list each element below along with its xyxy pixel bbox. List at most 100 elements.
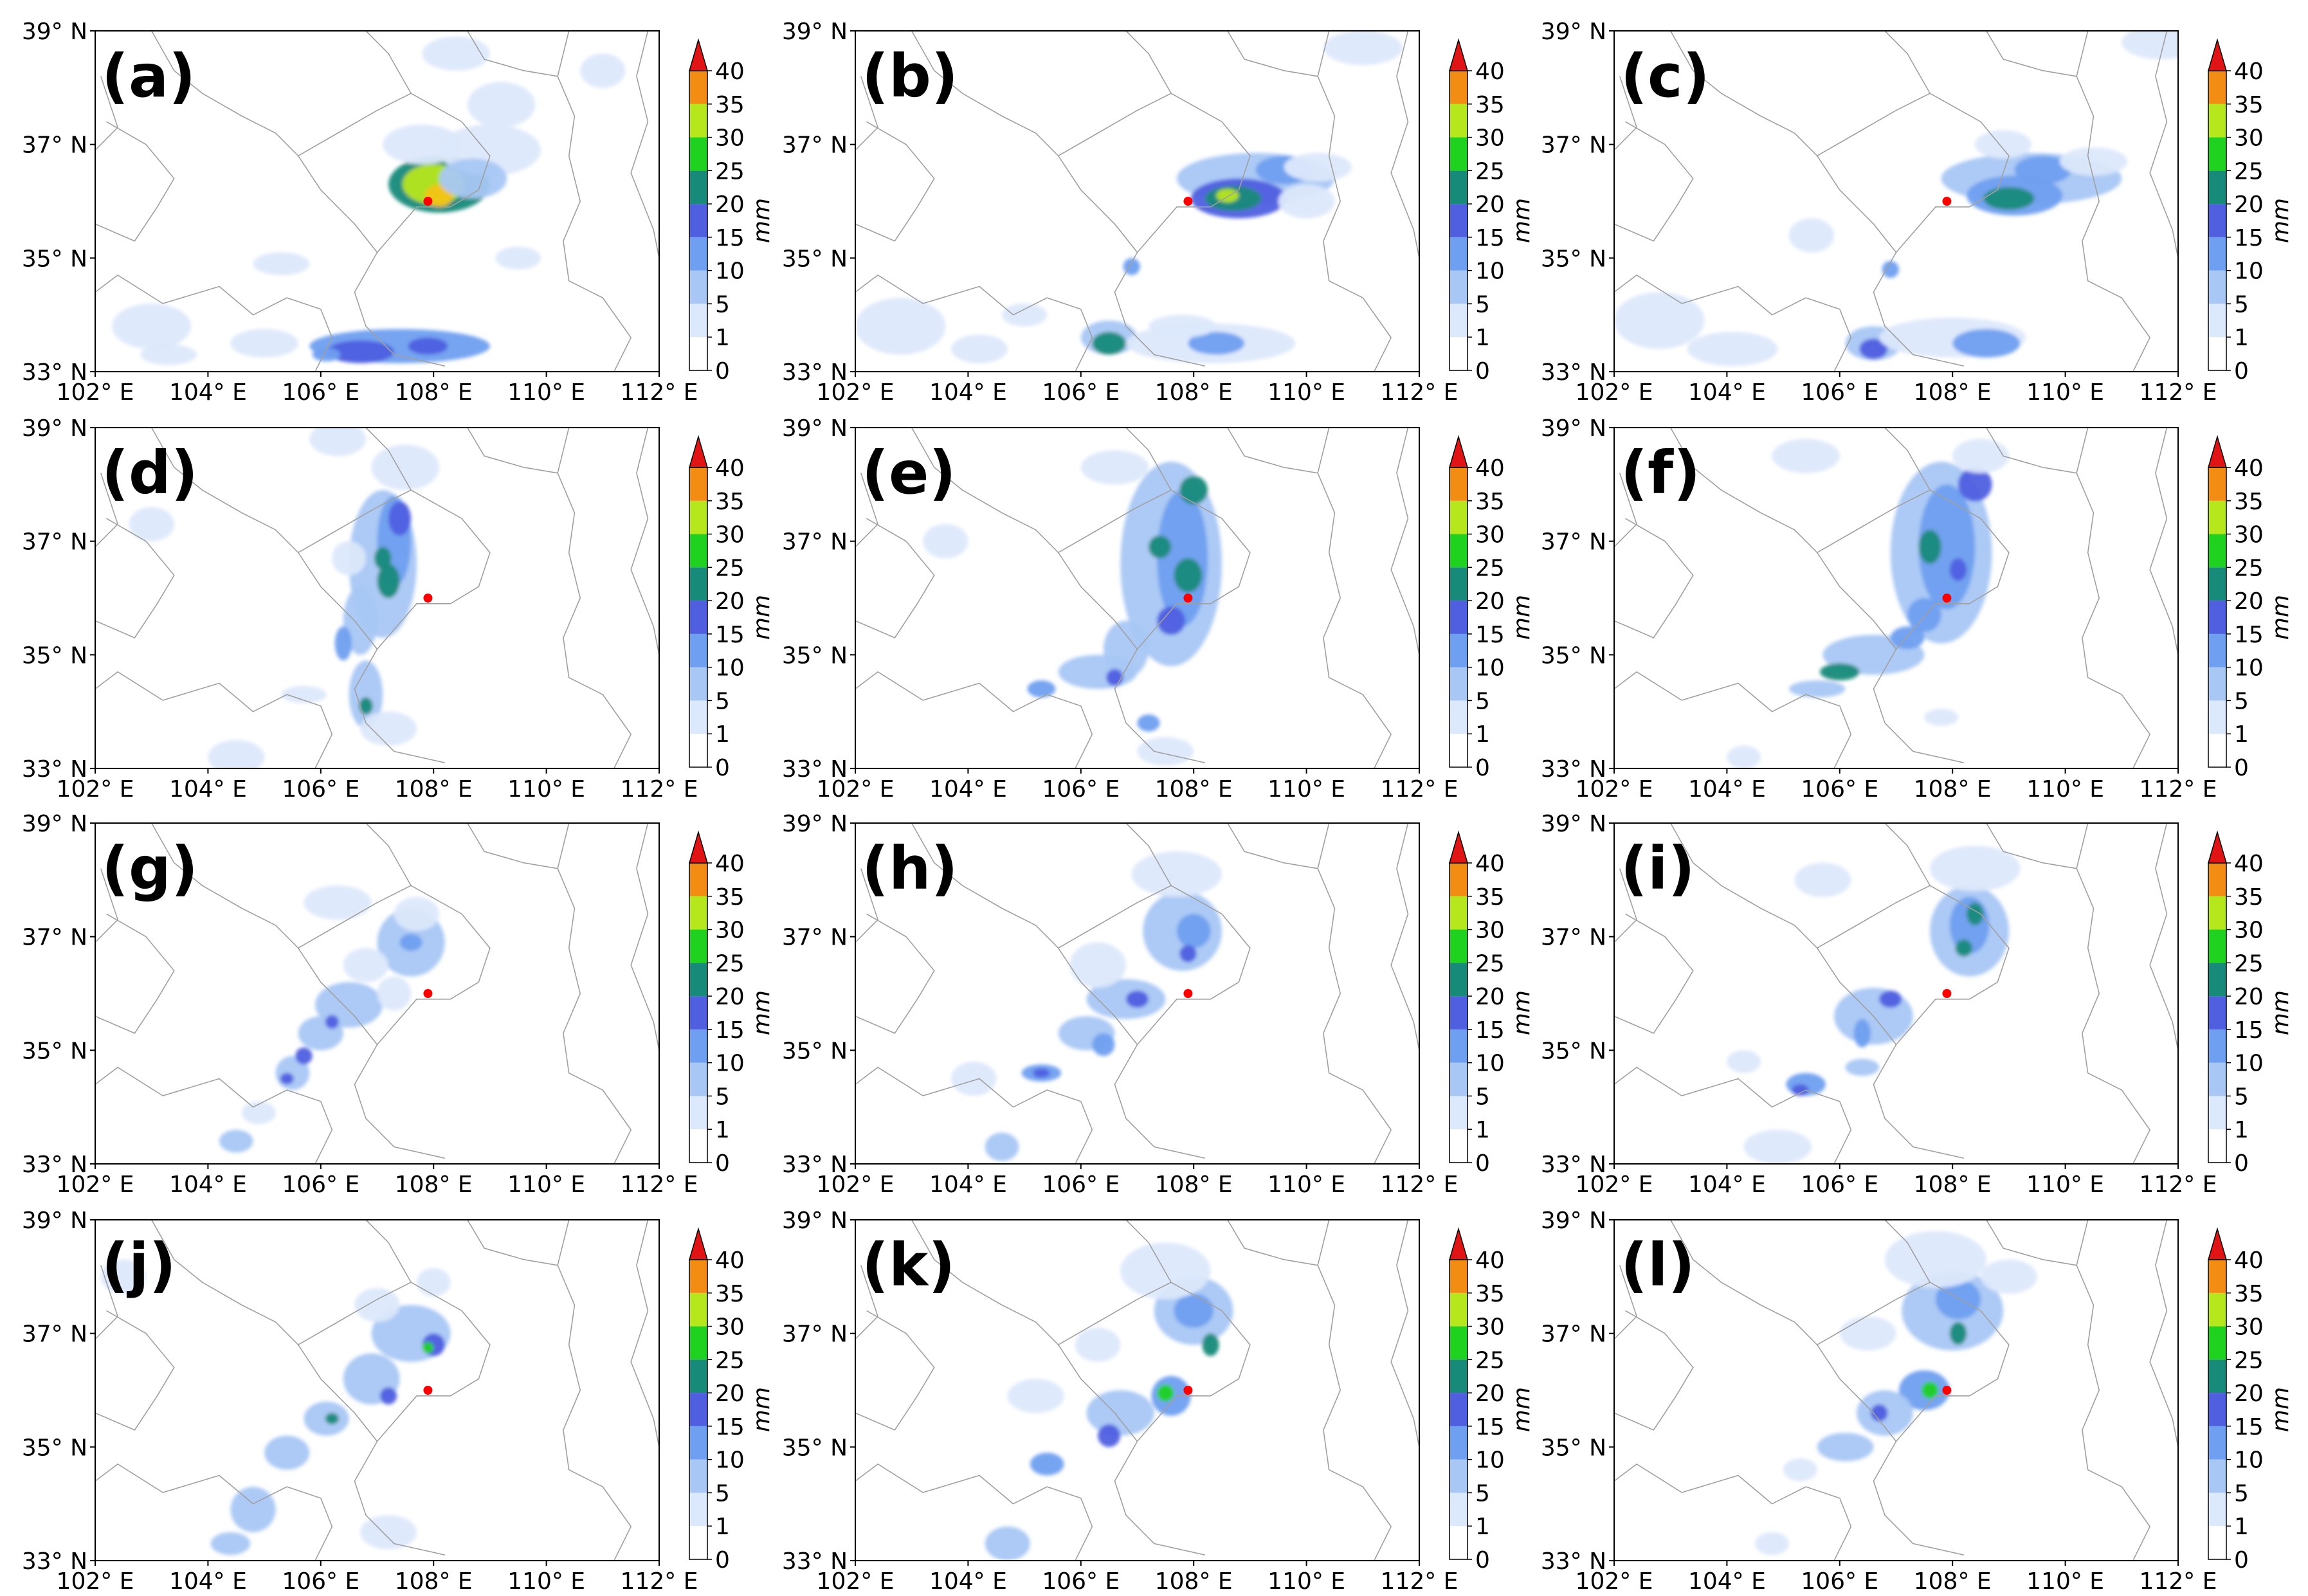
province-boundaries (855, 428, 1419, 768)
province-boundaries (1614, 31, 2178, 372)
boundary-line (376, 1282, 491, 1442)
x-tick-label: 112° E (2140, 379, 2217, 406)
boundary-line (151, 31, 378, 253)
x-tick-label: 106° E (1801, 1568, 1878, 1595)
colorbar-segment (689, 170, 707, 204)
colorbar-tick-label: 20 (715, 1381, 745, 1407)
boundary-line (1227, 823, 1318, 869)
colorbar-tick-label: 5 (1475, 1480, 1490, 1507)
colorbar-unit-label: mm (2267, 990, 2294, 1035)
y-tick-label: 37° N (1541, 1321, 1606, 1348)
colorbar-extend-arrow (1449, 435, 1468, 468)
colorbar-frame (2208, 467, 2227, 768)
rain-cell (1216, 188, 1239, 203)
rain-cell (985, 1132, 1019, 1161)
boundary-line (557, 31, 632, 372)
x-tick-label: 106° E (1042, 776, 1120, 803)
rain-cell (1983, 186, 2035, 210)
rain-cell (312, 347, 341, 362)
colorbar-tick-label: 10 (715, 1051, 745, 1077)
rain-cell (371, 444, 439, 491)
colorbar-tick-label: 20 (1475, 1381, 1505, 1407)
rain-cell (408, 338, 448, 355)
boundary-line (630, 1220, 659, 1447)
colorbar-tick-label: 35 (2234, 884, 2264, 911)
x-tick-label: 108° E (395, 1172, 473, 1198)
station-marker (1942, 1386, 1952, 1395)
precipitation-field (1755, 1231, 2037, 1555)
colorbar-segment (689, 137, 707, 171)
colorbar-tick-label: 1 (715, 325, 730, 351)
boundary-line (298, 1220, 412, 1346)
boundary-line (630, 428, 659, 655)
boundary-line (557, 428, 632, 768)
colorbar-segment (2208, 304, 2226, 338)
boundary-line (95, 671, 333, 768)
colorbar-tick-label: 1 (715, 721, 730, 748)
colorbar-segment (1449, 896, 1467, 930)
colorbar-segment (2208, 1359, 2226, 1393)
boundary-line (95, 1463, 333, 1561)
colorbar-tick-label: 10 (1475, 258, 1505, 285)
rain-cell (360, 1515, 417, 1550)
colorbar-segment (1449, 633, 1467, 667)
y-tick-label: 37° N (782, 132, 848, 159)
x-tick-label: 102° E (1576, 379, 1653, 406)
rain-cell (1918, 530, 1941, 564)
colorbar-tick-label: 15 (1475, 1414, 1505, 1440)
colorbar-segment (1449, 1129, 1467, 1163)
panel-label: (c) (1621, 42, 1710, 111)
rain-cell (951, 1062, 997, 1096)
colorbar-tick-label: 40 (2234, 1247, 2264, 1274)
rain-cell (1614, 292, 1705, 349)
rain-cell (360, 711, 417, 746)
boundary-line (1317, 428, 1392, 768)
rain-cell (416, 1268, 451, 1297)
y-tick-label: 35° N (1541, 1038, 1606, 1064)
map-frame (855, 30, 1420, 372)
colorbar-segment (1449, 700, 1467, 734)
boundary-line (1873, 1044, 1964, 1159)
colorbar-segment (1449, 863, 1467, 896)
x-tick-label: 106° E (282, 379, 359, 406)
colorbar-tick-label: 10 (715, 258, 745, 285)
colorbar-frame (1449, 467, 1468, 768)
x-tick-label: 104° E (929, 776, 1007, 803)
colorbar-segment (1449, 204, 1467, 237)
rain-cell (359, 697, 373, 715)
panel-label: (b) (862, 42, 958, 111)
rain-cell (1176, 914, 1211, 948)
boundary-line (1136, 489, 1251, 650)
x-tick-label: 110° E (2026, 1568, 2104, 1595)
x-tick-label: 104° E (169, 1568, 247, 1595)
x-tick-label: 102° E (57, 1568, 134, 1595)
colorbar-tick-label: 35 (1475, 489, 1505, 515)
colorbar-unit-label: mm (749, 1387, 775, 1432)
colorbar-tick-label: 35 (1475, 92, 1505, 118)
rain-cell (1092, 332, 1126, 355)
colorbar-frame (2208, 862, 2227, 1163)
colorbar-tick-label: 25 (2234, 555, 2264, 581)
rain-cell (1859, 338, 1888, 359)
map-background (1614, 31, 2178, 372)
rain-cell (1788, 680, 1846, 698)
boundary-line (1614, 671, 1852, 768)
boundary-line (2076, 428, 2151, 768)
colorbar-tick-label: 10 (1475, 1447, 1505, 1474)
boundary-line (151, 428, 378, 649)
map-frame (1613, 822, 2179, 1165)
rain-cell (1955, 939, 1972, 957)
colorbar-tick-label: 1 (715, 1117, 730, 1143)
colorbar-tick-label: 0 (1475, 358, 1490, 385)
map-frame (1613, 30, 2179, 372)
colorbar-tick-label: 20 (1475, 984, 1505, 1010)
rain-cell (1137, 714, 1160, 732)
colorbar-segment (689, 1459, 707, 1493)
panel-label: (a) (102, 42, 195, 111)
boundary-line (354, 252, 445, 367)
colorbar-tick-label: 40 (1475, 851, 1505, 877)
colorbar-tick-label: 30 (715, 1314, 745, 1341)
